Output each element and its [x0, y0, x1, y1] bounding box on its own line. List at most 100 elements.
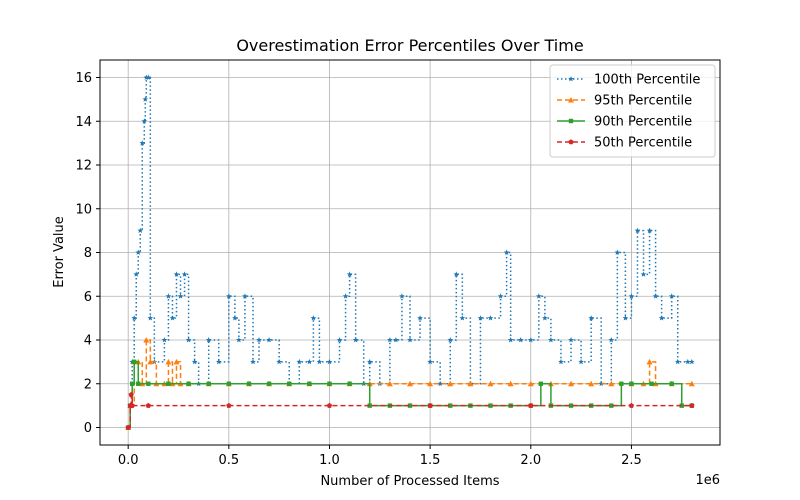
- data-point: [165, 358, 172, 365]
- data-point: [679, 403, 684, 408]
- y-tick-label: 6: [84, 290, 92, 305]
- data-point: [236, 337, 242, 343]
- data-point: [145, 74, 152, 80]
- data-point: [352, 337, 359, 343]
- data-point: [497, 293, 504, 299]
- x-tick-label: 1.0: [319, 453, 340, 468]
- x-offset-label: 1e6: [695, 473, 720, 488]
- data-point: [133, 271, 140, 277]
- data-point: [427, 380, 434, 387]
- data-point: [132, 359, 137, 365]
- legend-label: 95th Percentile: [594, 94, 692, 109]
- data-point: [427, 358, 433, 365]
- data-point: [327, 381, 332, 386]
- legend-marker: [568, 97, 574, 103]
- data-point: [393, 337, 399, 343]
- series-2: [125, 359, 695, 430]
- data-point: [527, 337, 534, 343]
- data-point: [266, 381, 272, 386]
- data-point: [129, 402, 135, 408]
- data-point: [346, 271, 353, 277]
- data-point: [568, 403, 574, 408]
- y-tick-label: 12: [75, 159, 92, 174]
- data-point: [250, 358, 256, 365]
- data-point: [326, 358, 333, 365]
- data-point: [487, 315, 494, 321]
- data-point: [146, 381, 151, 386]
- data-point: [437, 380, 444, 387]
- x-axis-label: Number of Processed Items: [320, 474, 499, 489]
- legend-marker: [568, 139, 574, 145]
- x-tick-label: 2.5: [621, 453, 642, 468]
- data-point: [558, 358, 564, 365]
- data-point: [226, 402, 232, 408]
- data-point: [542, 315, 548, 321]
- data-point: [347, 381, 352, 386]
- data-point: [674, 358, 681, 365]
- data-point: [169, 315, 176, 321]
- data-point: [503, 249, 510, 255]
- data-point: [507, 380, 514, 387]
- data-point: [688, 380, 695, 387]
- data-point: [142, 96, 149, 102]
- legend-marker: [568, 118, 574, 124]
- data-point: [608, 380, 615, 387]
- data-point: [177, 293, 184, 299]
- data-point: [307, 381, 312, 386]
- y-tick-label: 2: [84, 377, 92, 392]
- data-point: [173, 271, 180, 277]
- data-point: [568, 380, 575, 387]
- data-point: [688, 358, 695, 365]
- data-point: [147, 315, 154, 321]
- data-point: [316, 358, 323, 365]
- data-point: [477, 315, 484, 321]
- data-point: [206, 381, 211, 386]
- data-point: [588, 315, 595, 321]
- data-point: [161, 337, 168, 343]
- data-point: [226, 381, 232, 386]
- data-point: [608, 337, 615, 343]
- data-point: [296, 358, 303, 365]
- series-line: [128, 361, 692, 429]
- data-point: [407, 337, 413, 343]
- y-axis: 0 2 4 6 8 10 12 14 16: [75, 71, 100, 436]
- series-line: [128, 339, 692, 429]
- data-point: [538, 381, 544, 386]
- legend: 100th Percentile 95th Percentile 90th Perc…: [549, 64, 716, 158]
- legend-label: 50th Percentile: [594, 136, 692, 151]
- data-point: [407, 380, 413, 387]
- data-point: [342, 293, 349, 299]
- data-point: [448, 403, 453, 408]
- data-point: [181, 271, 188, 277]
- legend-label: 100th Percentile: [594, 73, 700, 88]
- data-point: [130, 381, 135, 386]
- data-point: [136, 381, 141, 386]
- y-tick-label: 14: [75, 115, 92, 130]
- data-point: [137, 227, 144, 234]
- data-point: [628, 402, 635, 408]
- data-point: [459, 315, 466, 321]
- data-point: [634, 227, 641, 234]
- data-point: [689, 402, 695, 408]
- x-tick-label: 0.0: [118, 453, 139, 468]
- data-point: [646, 358, 653, 365]
- series-3: [125, 391, 695, 430]
- chart-title: Overestimation Error Percentiles Over Ti…: [236, 36, 583, 55]
- data-point: [417, 315, 423, 321]
- data-point: [407, 403, 413, 408]
- data-point: [507, 337, 514, 343]
- data-point: [139, 140, 146, 146]
- data-point: [326, 402, 333, 408]
- series-line: [128, 393, 692, 429]
- y-tick-label: 4: [84, 334, 92, 349]
- data-point: [276, 358, 283, 365]
- data-point: [652, 293, 659, 299]
- data-point: [306, 358, 313, 365]
- data-point: [205, 337, 212, 343]
- data-point: [173, 358, 180, 365]
- data-point: [629, 381, 634, 386]
- data-point: [684, 358, 691, 365]
- x-tick-label: 1.5: [420, 453, 441, 468]
- data-point: [186, 381, 191, 386]
- data-point: [242, 293, 248, 299]
